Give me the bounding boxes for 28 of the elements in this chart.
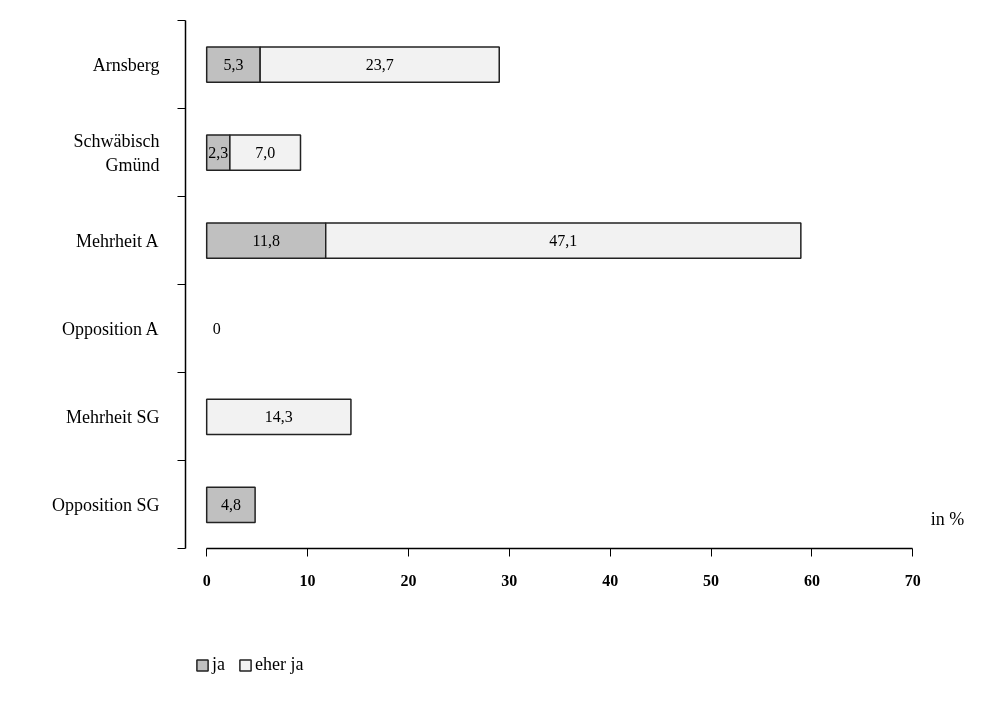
- data-label: 0: [212, 320, 221, 338]
- data-label: 14,3: [264, 408, 293, 426]
- x-tick-label: 50: [703, 571, 720, 589]
- data-label: 23,7: [365, 56, 394, 74]
- legend-label: ja: [212, 654, 226, 675]
- x-tick-label: 70: [904, 571, 921, 589]
- x-tick-label: 60: [803, 571, 820, 589]
- data-label: 11,8: [252, 232, 280, 250]
- y-tick-label: Mehrheit A: [76, 230, 159, 251]
- data-label: 4,8: [220, 496, 241, 514]
- x-tick-label: 40: [602, 571, 619, 589]
- x-tick-label: 0: [202, 571, 211, 589]
- y-tick-label: Schwäbisch Gmünd: [73, 130, 160, 175]
- bar: [205, 486, 256, 524]
- data-label: 47,1: [549, 232, 578, 250]
- data-label: 7,0: [255, 144, 276, 162]
- data-label: 2,3: [208, 144, 229, 162]
- legend-label: eher ja: [255, 654, 304, 675]
- x-tick-label: 10: [299, 571, 316, 589]
- bar: [205, 398, 352, 436]
- y-tick-label: Opposition A: [61, 318, 159, 339]
- x-axis-title: in %: [930, 508, 965, 529]
- x-tick-label: 30: [501, 571, 518, 589]
- y-tick-label: Mehrheit SG: [66, 406, 160, 427]
- y-tick-label: Arnsberg: [92, 54, 160, 75]
- x-tick-label: 20: [400, 571, 417, 589]
- y-tick-label: Opposition SG: [51, 494, 160, 515]
- data-label: 5,3: [223, 56, 244, 74]
